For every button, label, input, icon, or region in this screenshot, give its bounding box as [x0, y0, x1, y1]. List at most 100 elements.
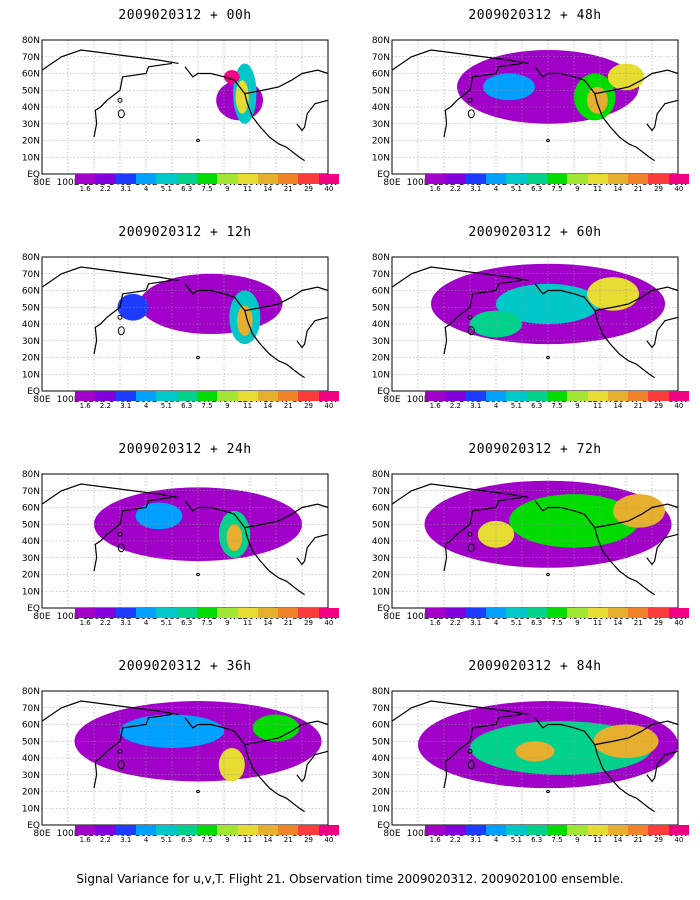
island-outline	[467, 109, 475, 119]
latitude-label: 60N	[22, 721, 40, 731]
colorbar-tick-label: 5.1	[510, 185, 522, 193]
island-outline	[196, 356, 200, 359]
colorbar-swatch	[668, 174, 690, 184]
panel-title: 2009020312 + 36h	[118, 659, 252, 674]
longitude-label: 80E	[383, 178, 400, 188]
colorbar-swatch	[95, 608, 116, 618]
coastline	[296, 316, 329, 349]
colorbar-tick-label: 9	[225, 619, 230, 627]
coastline	[594, 720, 679, 746]
latitude-label: 30N	[372, 771, 390, 781]
longitude-label: 100E	[407, 829, 430, 839]
colorbar-swatch	[75, 608, 96, 618]
variance-contour	[483, 73, 535, 101]
colorbar-swatch	[465, 825, 486, 835]
colorbar-swatch	[668, 391, 690, 401]
island-outline	[546, 356, 550, 359]
longitude-label: 80E	[383, 612, 400, 622]
coastline	[534, 717, 655, 813]
latitude-label: EQ	[377, 604, 390, 614]
variance-contour	[515, 741, 555, 762]
colorbar-tick-label: 14	[613, 402, 623, 410]
latitude-label: 20N	[22, 354, 40, 364]
colorbar-tick-label: 11	[243, 402, 253, 410]
colorbar-swatch	[176, 608, 197, 618]
colorbar-tick-label: 40	[324, 185, 334, 193]
latitude-label: 50N	[372, 86, 390, 96]
colorbar: 1.6 2.2 3.1 4 5.1 6.3 7.5 9 11 14 21 29 40	[75, 174, 340, 196]
colorbar-swatch	[485, 174, 507, 184]
colorbar-swatch	[648, 608, 669, 618]
colorbar-swatch	[298, 608, 319, 618]
coastline	[41, 266, 179, 288]
latitude-label: 50N	[372, 520, 390, 530]
island-outline	[546, 139, 550, 142]
latitude-label: 50N	[22, 86, 40, 96]
colorbar-tick-label: 5.1	[160, 402, 172, 410]
variance-contour	[587, 86, 608, 114]
colorbar-swatch	[546, 174, 568, 184]
coastline	[594, 69, 679, 95]
latitude-label: 30N	[22, 554, 40, 564]
latitude-label: 40N	[372, 754, 390, 764]
colorbar-swatch	[278, 391, 299, 401]
colorbar-tick-label: 21	[633, 836, 643, 844]
latitude-label: 20N	[22, 571, 40, 581]
latitude-label: 80N	[372, 687, 390, 697]
island-outline	[196, 139, 200, 142]
map-48h: 80N70N60N50N40N30N20N10NEQ80E100E120E140…	[370, 34, 700, 196]
colorbar-swatch	[318, 391, 340, 401]
latitude-label: 20N	[22, 137, 40, 147]
longitude-label: 80E	[383, 829, 400, 839]
colorbar-tick-label: 5.1	[510, 836, 522, 844]
colorbar-swatch	[278, 825, 299, 835]
island-outline	[117, 314, 123, 320]
colorbar-tick-label: 9	[575, 836, 580, 844]
latitude-label: EQ	[27, 821, 40, 831]
colorbar-tick-label: 9	[225, 836, 230, 844]
latitude-label: 30N	[22, 771, 40, 781]
colorbar-tick-label: 21	[283, 836, 293, 844]
colorbar-tick-label: 11	[593, 185, 603, 193]
colorbar-swatch	[95, 174, 116, 184]
island-outline	[467, 760, 475, 770]
colorbar-tick-label: 7.5	[201, 836, 213, 844]
map-84h: 80N70N60N50N40N30N20N10NEQ80E100E120E140…	[370, 685, 700, 847]
colorbar-tick-label: 2.2	[99, 185, 112, 193]
longitude-label: 100E	[57, 829, 80, 839]
colorbar-tick-label: 6.3	[181, 836, 193, 844]
latitude-label: 80N	[22, 36, 40, 46]
colorbar-swatch	[237, 825, 258, 835]
colorbar-swatch	[115, 391, 136, 401]
colorbar-tick-label: 5.1	[160, 185, 172, 193]
coastline	[391, 483, 529, 505]
colorbar-tick-label: 1.6	[429, 836, 441, 844]
colorbar-swatch	[156, 174, 177, 184]
colorbar-swatch	[298, 174, 319, 184]
colorbar-swatch	[485, 608, 507, 618]
colorbar-swatch	[526, 825, 547, 835]
latitude-label: 80N	[372, 36, 390, 46]
colorbar-swatch	[95, 825, 116, 835]
longitude-label: 100E	[407, 395, 430, 405]
colorbar-tick-label: 6.3	[531, 619, 543, 627]
latitude-label: 40N	[22, 754, 40, 764]
colorbar-swatch	[546, 825, 568, 835]
colorbar-swatch	[298, 391, 319, 401]
longitude-label: 80E	[33, 178, 50, 188]
latitude-label: 60N	[372, 504, 390, 514]
coastline	[93, 62, 173, 138]
coastline	[93, 279, 173, 355]
colorbar-tick-label: 14	[263, 836, 273, 844]
colorbar-swatch	[567, 825, 588, 835]
colorbar-swatch	[546, 608, 568, 618]
latitude-label: 50N	[22, 303, 40, 313]
latitude-label: 10N	[22, 804, 40, 814]
longitude-label: 100E	[407, 178, 430, 188]
variance-contour	[139, 273, 283, 335]
longitude-label: 100E	[57, 178, 80, 188]
coastline	[443, 713, 523, 789]
latitude-label: 20N	[372, 354, 390, 364]
colorbar-swatch	[425, 608, 446, 618]
coastline	[296, 533, 329, 566]
